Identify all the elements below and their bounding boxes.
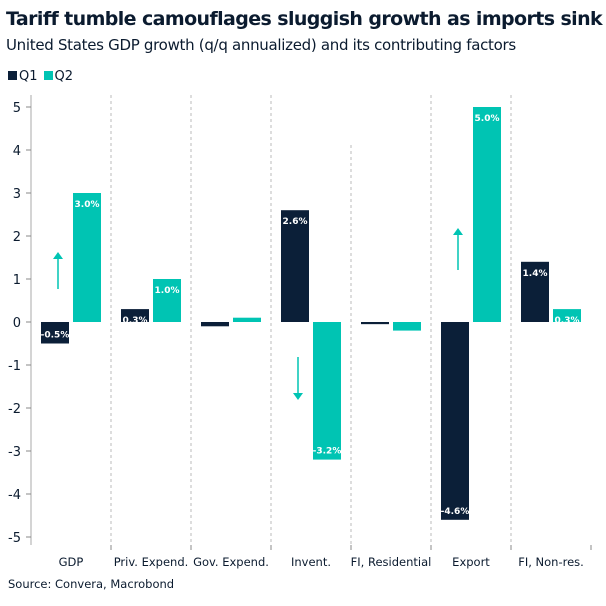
data-label: 0.3% [555, 316, 580, 326]
bar-q2 [393, 322, 421, 331]
y-tick-label: 5 [13, 101, 21, 116]
y-tick-label: -3 [8, 445, 21, 460]
x-tick-label: Export [452, 555, 490, 569]
x-tick-label: FI, Residential [351, 555, 432, 569]
y-tick-label: -1 [8, 359, 21, 374]
y-tick-label: 2 [13, 230, 21, 245]
x-tick-label: Gov. Expend. [193, 555, 269, 569]
x-tick-label: Invent. [291, 555, 331, 569]
arrow-head-icon [453, 228, 463, 235]
bar-q2 [233, 317, 261, 322]
bar-q2 [153, 279, 181, 322]
y-tick-label: -2 [8, 402, 21, 417]
y-tick-label: -5 [8, 531, 21, 546]
y-tick-label: 4 [13, 144, 21, 159]
legend: Q1 Q2 [8, 69, 73, 84]
arrow-head-icon [293, 393, 303, 400]
data-label: 2.6% [283, 217, 308, 227]
arrow-head-icon [53, 252, 63, 259]
bar-q1 [441, 322, 469, 520]
data-label: 1.4% [523, 269, 548, 279]
bar-q1 [121, 309, 149, 322]
y-tick-label: 1 [13, 273, 21, 288]
legend-item-q2: Q2 [43, 69, 73, 84]
x-tick-label: GDP [59, 555, 84, 569]
data-label: -0.5% [41, 331, 70, 341]
source-note: Source: Convera, Macrobond [8, 577, 175, 591]
bar-q1 [521, 261, 549, 322]
legend-item-q1: Q1 [8, 69, 38, 84]
y-tick-label: -4 [8, 488, 21, 503]
bar-q1 [201, 322, 229, 327]
bar-q2 [313, 322, 341, 460]
bar-q2 [473, 107, 501, 322]
bar-q1 [41, 322, 69, 344]
bar-q2 [73, 193, 101, 322]
x-tick-label: Priv. Expend. [114, 555, 189, 569]
chart-title: Tariff tumble camouflages sluggish growt… [6, 8, 603, 30]
chart-subtitle: United States GDP growth (q/q annualized… [6, 36, 516, 54]
y-tick-label: 3 [13, 187, 21, 202]
data-label: -4.6% [441, 507, 470, 517]
bar-q1 [361, 322, 389, 325]
bar-q1 [281, 210, 309, 322]
data-label: -3.2% [313, 447, 342, 457]
data-label: 5.0% [475, 114, 500, 124]
data-label: 1.0% [155, 286, 180, 296]
data-label: 3.0% [75, 200, 100, 210]
bar-q2 [553, 309, 581, 322]
y-tick-label: 0 [13, 316, 21, 331]
data-label: 0.3% [123, 316, 148, 326]
x-tick-label: FI, Non-res. [518, 555, 584, 569]
